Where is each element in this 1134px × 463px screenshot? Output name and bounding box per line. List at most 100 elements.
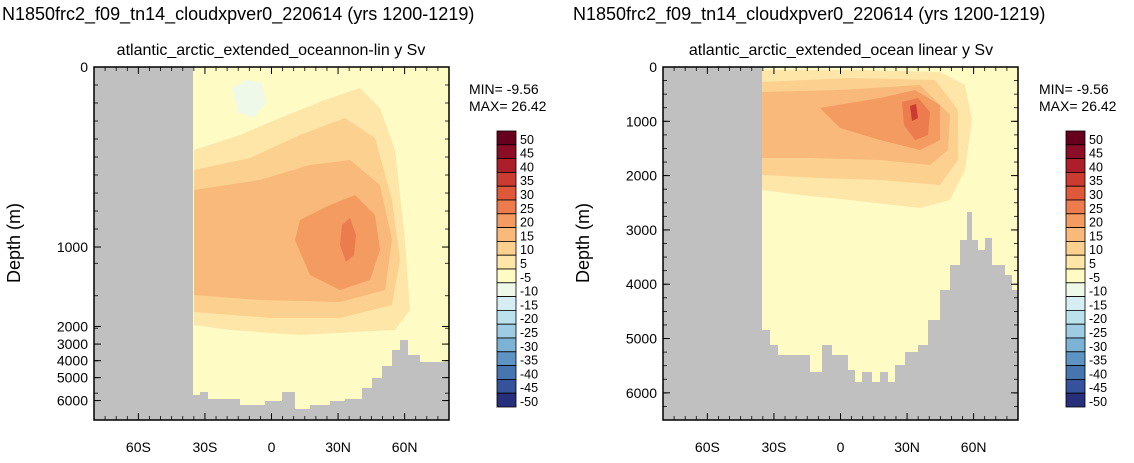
colorbar-label: 15 — [1089, 229, 1103, 243]
colorbar-swatch — [496, 296, 517, 311]
colorbar-label: 15 — [520, 229, 534, 243]
colorbar-swatch — [1065, 351, 1086, 366]
panel-left-min-label: MIN= -9.56 — [469, 81, 539, 97]
colorbar-swatch — [1065, 282, 1086, 297]
colorbar-swatch — [1065, 309, 1086, 325]
colorbar-label: 50 — [520, 133, 534, 147]
colorbar-swatch — [1065, 240, 1086, 256]
panel-right-contour-30 — [910, 104, 918, 121]
y-tick-label: 5000 — [57, 370, 88, 386]
colorbar-label: 50 — [1089, 133, 1103, 147]
colorbar-swatch — [1065, 337, 1086, 353]
colorbar-swatch — [496, 199, 517, 215]
colorbar-label: -20 — [1089, 312, 1107, 326]
colorbar-swatch — [496, 240, 517, 256]
colorbar-label: -15 — [1089, 298, 1107, 312]
colorbar-swatch — [1065, 392, 1086, 408]
colorbar-swatch — [496, 378, 517, 394]
panel-right-min-label: MIN= -9.56 — [1039, 81, 1109, 97]
panel-right-land-mask — [663, 67, 1018, 420]
colorbar-label: -15 — [520, 298, 538, 312]
x-tick-label: 30S — [192, 439, 217, 455]
colorbar-label: -25 — [1089, 326, 1107, 340]
colorbar-swatch — [1065, 296, 1086, 311]
panel-right-title: N1850frc2_f09_tn14_cloudxpver0_220614 (y… — [573, 4, 1045, 25]
panel-right-contours — [762, 70, 972, 208]
panel-right-plot-area — [663, 67, 1018, 420]
panel-right-y-axis-label: Depth (m) — [573, 203, 593, 283]
colorbar-swatch — [496, 351, 517, 366]
colorbar-swatch — [496, 254, 517, 270]
colorbar-label: 5 — [520, 257, 527, 271]
colorbar-swatch — [1065, 199, 1086, 215]
colorbar-swatch — [1065, 213, 1086, 229]
y-tick-label: 6000 — [57, 393, 88, 409]
colorbar-label: 25 — [520, 202, 534, 216]
y-tick-label: 6000 — [626, 385, 657, 401]
panel-left: N1850frc2_f09_tn14_cloudxpver0_220614 (y… — [2, 4, 547, 455]
panel-left-contour-neg — [232, 80, 266, 118]
x-tick-label: 60N — [392, 439, 418, 455]
panel-right: N1850frc2_f09_tn14_cloudxpver0_220614 (y… — [573, 4, 1117, 455]
x-tick-label: 30S — [761, 439, 786, 455]
y-tick-label: 5000 — [626, 331, 657, 347]
colorbar-label: 45 — [520, 147, 534, 161]
colorbar-label: 5 — [1089, 257, 1096, 271]
colorbar-swatch — [1065, 158, 1086, 173]
x-tick-label: 60S — [695, 439, 720, 455]
colorbar-swatch — [1065, 365, 1086, 380]
colorbar-label: -20 — [520, 312, 538, 326]
colorbar-label: -40 — [520, 367, 538, 381]
panel-left-max-label: MAX= 26.42 — [469, 98, 547, 114]
colorbar-swatch — [1065, 185, 1086, 201]
y-tick-label: 4000 — [57, 353, 88, 369]
colorbar-swatch — [496, 171, 517, 187]
colorbar-label: -40 — [1089, 367, 1107, 381]
y-tick-label: 4000 — [626, 276, 657, 292]
colorbar-swatch — [496, 337, 517, 353]
colorbar-swatch — [1065, 144, 1086, 160]
colorbar-label: -30 — [520, 340, 538, 354]
x-tick-label: 30N — [325, 439, 351, 455]
panel-left-contour-25 — [340, 218, 356, 262]
y-tick-label: 3000 — [57, 336, 88, 352]
colorbar-swatch — [496, 365, 517, 380]
panel-left-y-axis-label: Depth (m) — [4, 203, 24, 283]
colorbar-label: 35 — [520, 174, 534, 188]
colorbar-swatch — [496, 158, 517, 173]
y-tick-label: 1000 — [626, 113, 657, 129]
panel-right-colorbar: 5045403530252015105-5-10-15-20-25-30-35-… — [1065, 130, 1107, 409]
y-tick-label: 2000 — [57, 318, 88, 334]
x-tick-label: 60S — [126, 439, 151, 455]
colorbar-swatch — [1065, 130, 1086, 146]
colorbar-label: 20 — [1089, 216, 1103, 230]
colorbar-swatch — [496, 309, 517, 325]
colorbar-swatch — [496, 213, 517, 229]
colorbar-swatch — [496, 282, 517, 297]
y-tick-label: 1000 — [57, 239, 88, 255]
colorbar-label: -50 — [1089, 395, 1107, 409]
y-tick-label: 3000 — [626, 222, 657, 238]
panel-left-x-ticks: 60S 30S 0 30N 60N — [104, 67, 439, 455]
colorbar-label: 35 — [1089, 174, 1103, 188]
x-tick-label: 30N — [894, 439, 920, 455]
colorbar-label: 45 — [1089, 147, 1103, 161]
colorbar-swatch — [1065, 268, 1086, 284]
panel-left-title: N1850frc2_f09_tn14_cloudxpver0_220614 (y… — [2, 4, 474, 25]
colorbar-swatch — [496, 392, 517, 408]
colorbar-swatch — [1065, 323, 1086, 339]
panel-left-subtitle: atlantic_arctic_extended_oceannon-lin y … — [117, 42, 426, 59]
colorbar-swatch — [496, 268, 517, 284]
colorbar-swatch — [496, 185, 517, 201]
colorbar-swatch — [1065, 227, 1086, 242]
colorbar-label: 30 — [520, 188, 534, 202]
colorbar-label: -35 — [520, 354, 538, 368]
x-tick-label: 0 — [837, 439, 845, 455]
colorbar-label: -35 — [1089, 354, 1107, 368]
y-tick-label: 0 — [80, 59, 88, 75]
colorbar-swatch — [496, 130, 517, 146]
y-tick-label: 0 — [649, 59, 657, 75]
colorbar-label: 20 — [520, 216, 534, 230]
colorbar-label: 10 — [520, 243, 534, 257]
